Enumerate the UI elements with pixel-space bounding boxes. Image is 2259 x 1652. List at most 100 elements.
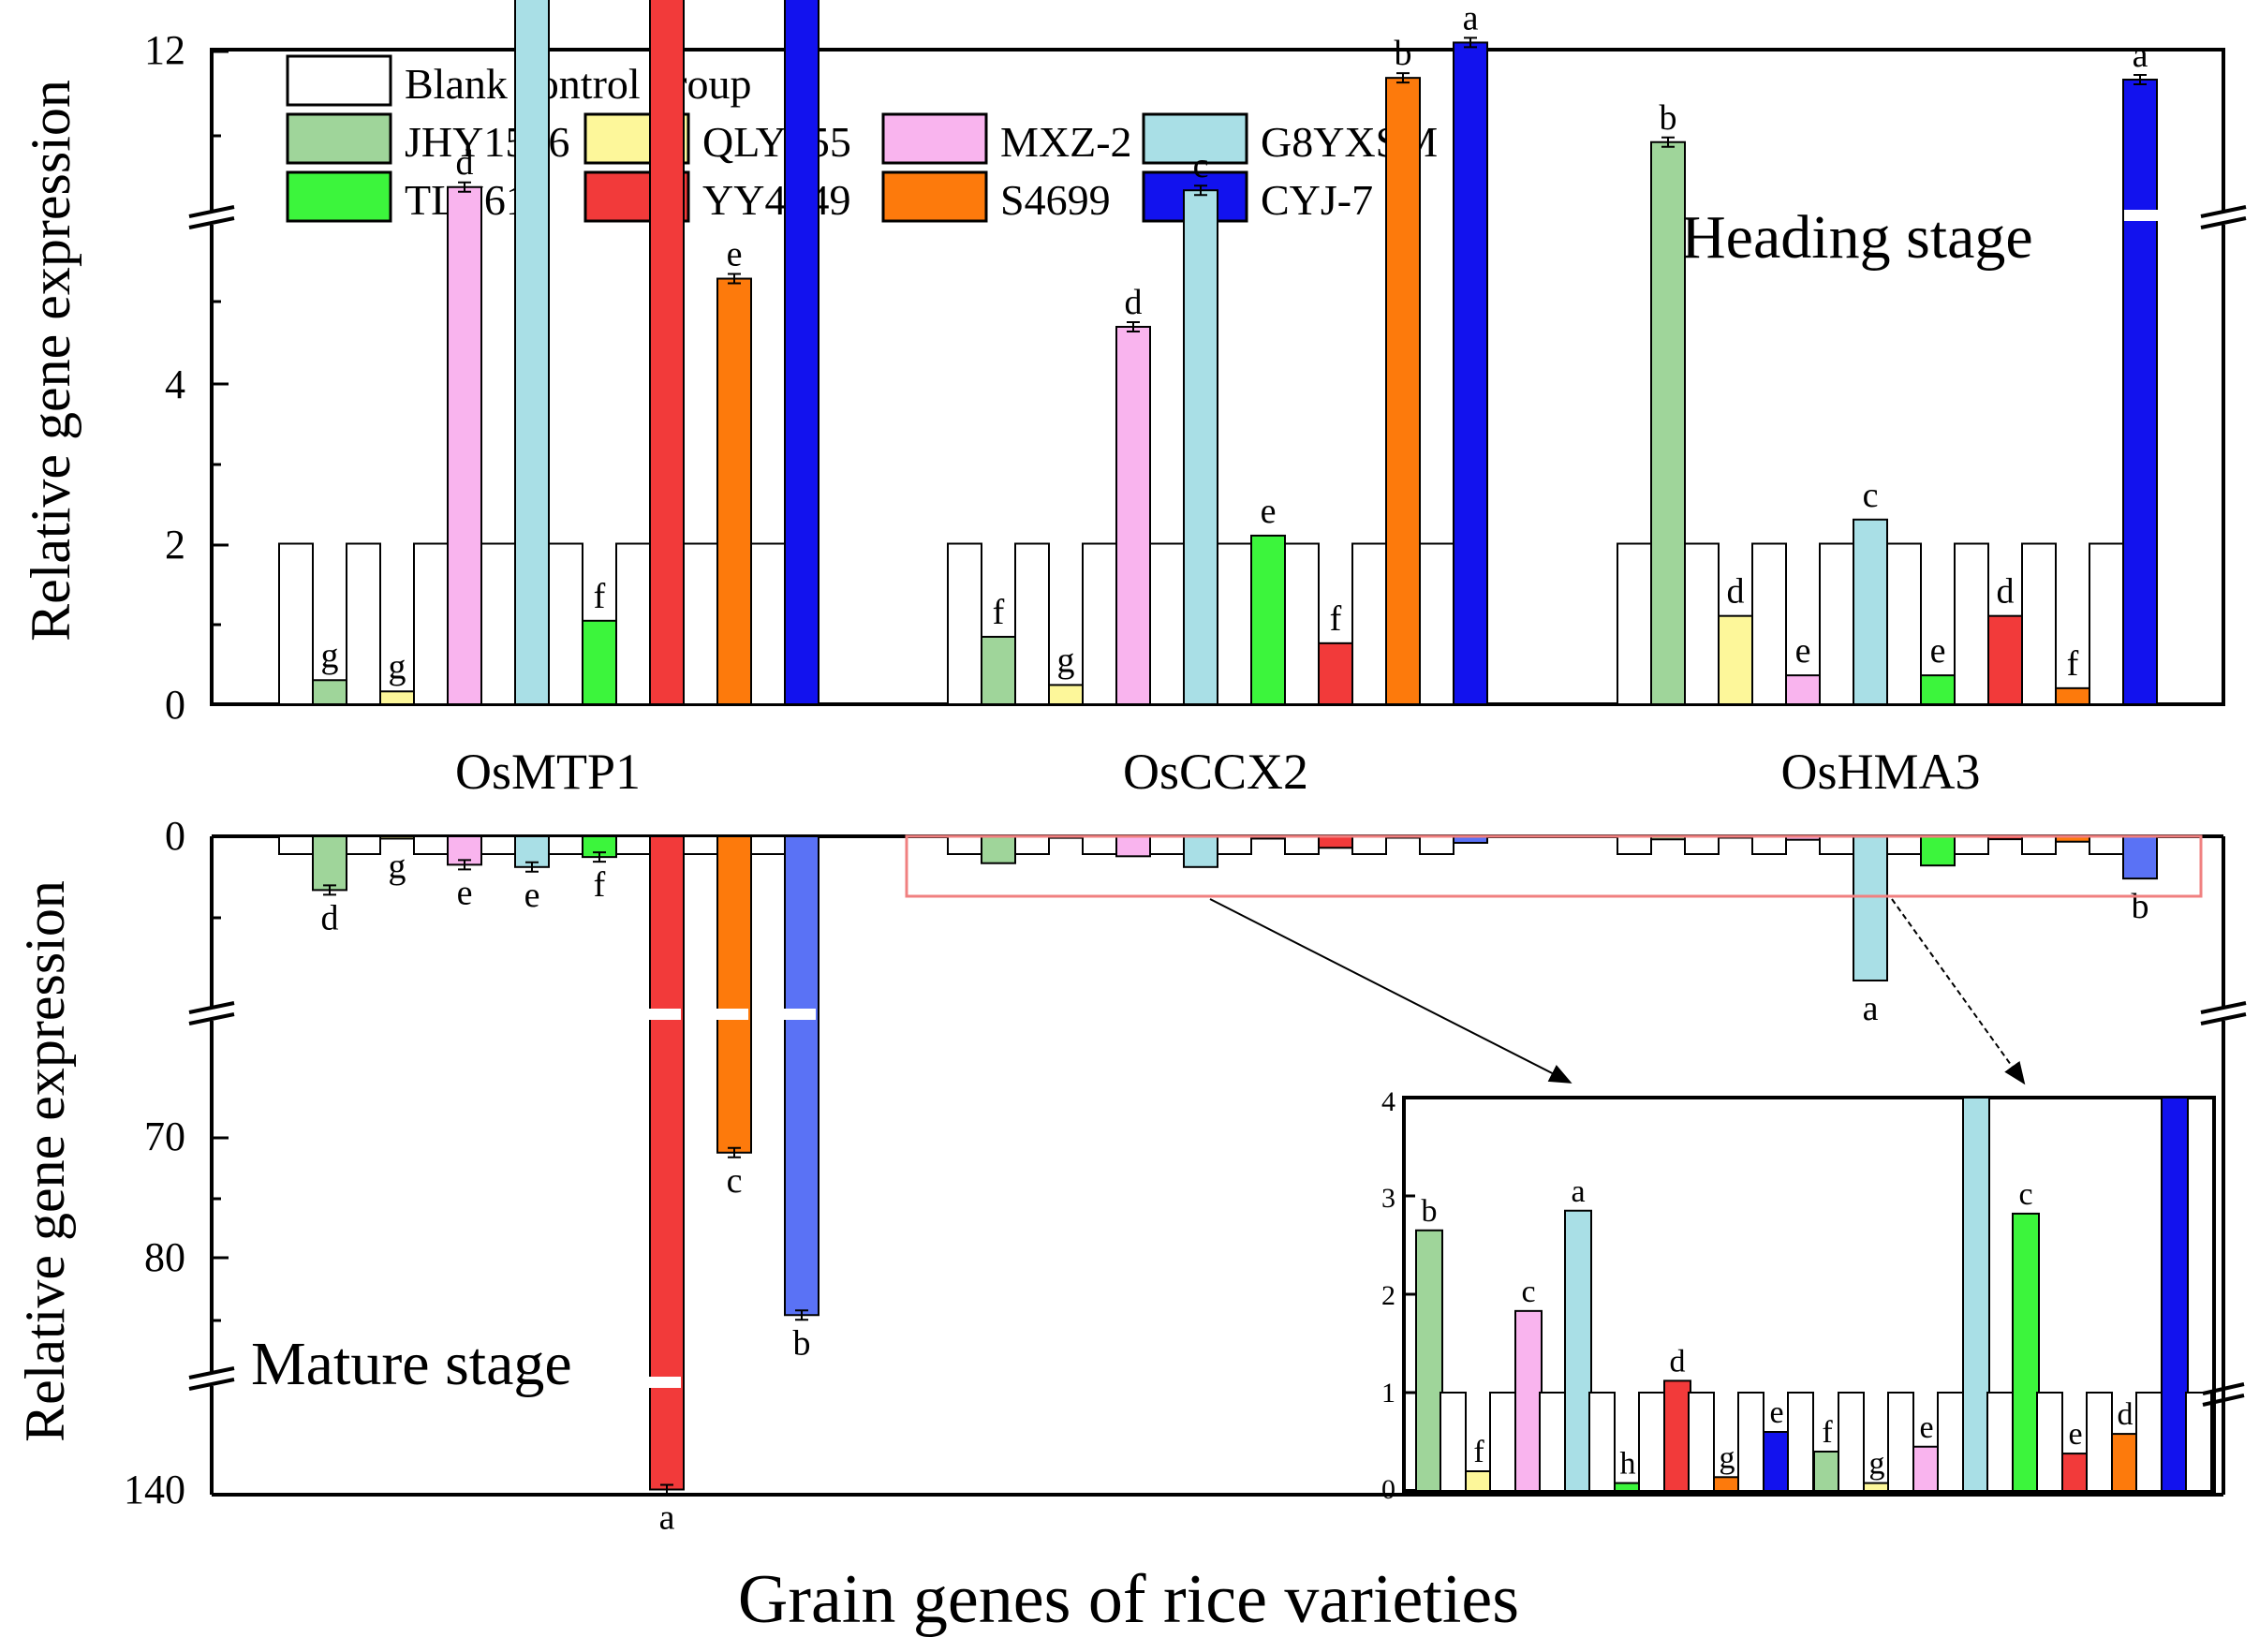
inset-bar-oshma3-s4699 — [2111, 1433, 2139, 1492]
heading-control-bar — [1684, 542, 1720, 705]
mature-bar-oshma3-g8yxsm — [1853, 835, 1888, 981]
axis-break-marks — [188, 205, 2247, 1391]
mature-control-bar — [1284, 835, 1320, 855]
zoom-region-box — [905, 834, 2203, 898]
inset-control-bar — [1737, 1392, 1764, 1492]
heading-control-bar — [947, 542, 982, 705]
zoom-arrow-osccx2 — [1209, 898, 1572, 1084]
legend-swatch-s4699 — [881, 170, 988, 223]
heading-bar-osmtp1-s4699 — [716, 277, 752, 705]
mature-bar-oshma3-cyj-7 — [2122, 835, 2158, 880]
legend-swatch-jhy1586 — [286, 112, 392, 165]
gene-label-osccx2: OsCCX2 — [1123, 744, 1308, 800]
mature-error-bar — [323, 884, 336, 896]
mature-control-bar — [346, 835, 381, 855]
mature-error-bar — [458, 859, 471, 871]
legend-swatch-g8yxsm — [1142, 112, 1248, 165]
inset-control-bar — [2086, 1392, 2113, 1492]
bar-break-gap — [711, 1009, 748, 1020]
heading-bar-oshma3-yy4949 — [1987, 614, 2023, 705]
inset-y-tick: 3 — [1381, 1183, 1395, 1214]
heading-significance-letter: a — [2133, 36, 2148, 75]
mature-significance-letter: e — [457, 873, 473, 912]
heading-bar-osccx2-g8yxsm — [1183, 189, 1218, 705]
heading-bar-oshma3-mxz-2 — [1785, 674, 1821, 706]
heading-significance-letter: f — [1330, 599, 1342, 639]
legend-label-mxz-2: MXZ-2 — [1000, 118, 1132, 166]
mature-control-bar — [1149, 835, 1185, 855]
inset-significance-letter: h — [1620, 1447, 1636, 1482]
heading-control-bar — [480, 542, 516, 705]
mature-significance-letter: d — [321, 898, 339, 937]
mature-significance-letter: a — [1863, 989, 1879, 1028]
heading-error-bar — [1194, 184, 1207, 197]
inset-control-bar — [1887, 1392, 1914, 1492]
inset-significance-letter: b — [1422, 1194, 1438, 1229]
heading-significance-letter: c — [1863, 476, 1879, 515]
heading-control-bar — [1419, 542, 1454, 705]
heading-bar-osccx2-tly619 — [1250, 534, 1286, 705]
mature-control-bar — [1751, 835, 1787, 855]
inset-significance-letter: f — [1473, 1435, 1484, 1469]
heading-bar-osmtp1-tly619 — [582, 619, 617, 706]
mature-y-axis-title: Relative gene expression — [14, 880, 76, 1442]
heading-control-bar — [1149, 542, 1185, 705]
inset-y-tick: 4 — [1381, 1086, 1395, 1117]
inset-control-bar — [2036, 1392, 2063, 1492]
inset-bar-oshma3-jhy1586 — [1813, 1451, 1841, 1492]
inset-bar-oshma3-mxz-2 — [1912, 1445, 1941, 1492]
heading-bar-osmtp1-yy4949 — [649, 0, 685, 706]
mature-error-bar — [660, 1483, 673, 1496]
mature-error-bar — [728, 1146, 741, 1158]
inset-control-bar — [1539, 1392, 1566, 1492]
inset-bar-osccx2-jhy1586 — [1415, 1229, 1443, 1492]
mature-y-tick: 70 — [144, 1114, 185, 1159]
legend-swatch-control — [286, 54, 392, 107]
heading-bar-oshma3-qly155 — [1718, 614, 1753, 705]
heading-control-bar — [750, 542, 786, 705]
mature-stage-label: Mature stage — [251, 1330, 572, 1398]
mature-error-bar — [795, 1309, 808, 1321]
heading-control-bar — [1217, 542, 1252, 705]
inset-control-bar — [1688, 1392, 1715, 1492]
bar-break-gap — [643, 1377, 681, 1388]
mature-significance-letter: c — [727, 1161, 743, 1201]
mature-control-bar — [548, 835, 583, 855]
heading-significance-letter: b — [1660, 98, 1677, 138]
inset-significance-letter: e — [1919, 1410, 1933, 1445]
inset-control-bar — [1937, 1392, 1964, 1492]
heading-bar-oshma3-g8yxsm — [1853, 518, 1888, 706]
mature-y-tick: 80 — [144, 1234, 185, 1280]
mature-significance-letter: b — [2132, 887, 2149, 926]
mature-control-bar — [1617, 835, 1652, 855]
inset-significance-letter: e — [1769, 1395, 1783, 1430]
heading-y-tick: 2 — [165, 522, 185, 568]
legend-label-control: Blank control group — [405, 60, 752, 108]
mature-error-bar — [525, 861, 539, 873]
inset-control-bar — [2135, 1392, 2163, 1492]
bar-break-gap — [643, 1009, 681, 1020]
mature-control-bar — [947, 835, 982, 855]
heading-error-bar — [458, 181, 471, 193]
mature-right-axis-break-upper — [2200, 1001, 2247, 1025]
heading-significance-letter: g — [321, 636, 339, 675]
heading-y-axis-title: Relative gene expression — [20, 80, 81, 642]
heading-control-bar — [1014, 542, 1050, 705]
mature-control-bar — [1954, 835, 1989, 855]
heading-right-axis-break — [2200, 205, 2247, 229]
heading-error-bar — [1396, 72, 1410, 84]
inset-control-bar — [1838, 1392, 1865, 1492]
mature-control-bar — [1684, 835, 1720, 855]
heading-significance-letter: e — [727, 235, 743, 274]
mature-bar-osmtp1-s4699 — [716, 835, 752, 1154]
heading-control-bar — [683, 542, 718, 705]
inset-y-tick: 2 — [1381, 1280, 1395, 1311]
inset-bar-osccx2-cyj-7 — [1763, 1431, 1791, 1492]
heading-left-axis-break — [188, 205, 235, 229]
heading-significance-letter: g — [389, 647, 406, 686]
heading-control-bar — [1954, 542, 1989, 705]
heading-y-tick: 4 — [165, 361, 185, 407]
heading-stage-bars: ggdbfaecfgdcefbabdecedfa — [278, 0, 2158, 706]
heading-significance-letter: f — [993, 593, 1005, 632]
heading-control-bar — [1886, 542, 1922, 705]
